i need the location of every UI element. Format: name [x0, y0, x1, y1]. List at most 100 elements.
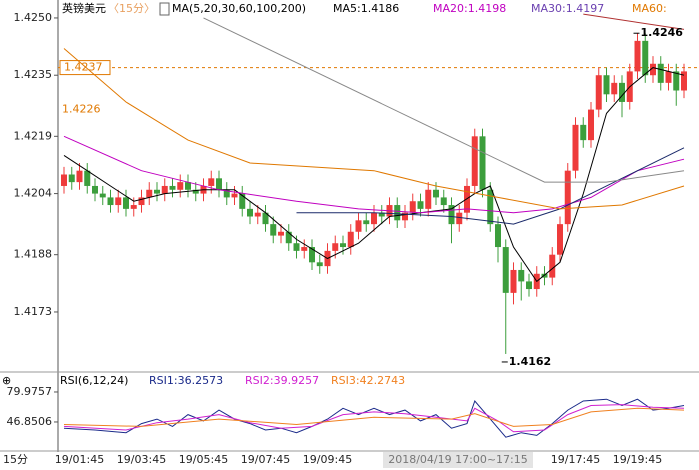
candle-body — [580, 124, 587, 141]
candle-body — [440, 197, 447, 206]
price-label-box — [59, 60, 111, 76]
candle-body — [231, 193, 238, 198]
candle-body — [355, 220, 362, 232]
candle-body — [169, 185, 176, 190]
candle-body — [673, 71, 680, 91]
indicator-value: MA5:1.4186 — [333, 2, 399, 15]
candle-body — [216, 178, 222, 190]
candle-body — [138, 197, 145, 206]
candle-body — [634, 40, 641, 72]
y-tick-label: 79.9757 — [7, 385, 53, 398]
candle-body — [161, 185, 168, 194]
candle-body — [409, 201, 416, 213]
candle-body — [316, 262, 323, 267]
candle-body — [510, 269, 517, 293]
candle-body — [665, 71, 672, 83]
candle-body — [92, 185, 98, 194]
rsi-line — [63, 398, 685, 438]
candle-body — [363, 220, 370, 225]
candle-body — [371, 212, 377, 225]
indicator-icon — [159, 2, 170, 16]
price-label: 1.4237 — [64, 61, 103, 74]
candle-body — [208, 178, 215, 186]
y-tick-label: 46.8506 — [7, 415, 53, 428]
candle-body — [123, 197, 129, 209]
candle-body — [402, 212, 408, 221]
candle-body — [518, 269, 525, 282]
candle-body — [502, 247, 509, 293]
y-tick-label: 1.4204 — [14, 187, 53, 200]
y-tick-label: 1.4250 — [14, 11, 53, 24]
candle-body — [115, 197, 122, 206]
candle-body — [278, 231, 284, 236]
indicator-value: MA60: — [632, 2, 667, 15]
candle-body — [340, 243, 346, 248]
candle-body — [378, 212, 385, 217]
rsi-line — [63, 404, 685, 433]
indicator-value: MA30:1.4197 — [531, 2, 604, 15]
candle-body — [247, 208, 253, 217]
x-tick-label: 19/19:45 — [613, 453, 662, 466]
annotation: 1.4246 — [641, 26, 684, 39]
legend-entry: RSI1:36.2573 — [149, 374, 223, 387]
candle-body — [657, 63, 664, 83]
candle-body — [61, 174, 67, 186]
indicator-title: RSI(6,12,24) — [60, 374, 128, 387]
start-label: 1.4226 — [62, 103, 101, 116]
candle-body — [564, 170, 571, 225]
crosshair-label: 2018/04/19 17:00~17:15 — [388, 453, 528, 466]
candle-body — [595, 75, 602, 110]
y-tick-label: 1.4188 — [14, 248, 53, 261]
chart-title: 英镑美元 — [62, 1, 106, 15]
candle-body — [526, 281, 532, 290]
candle-body — [572, 124, 579, 171]
candle-body — [309, 247, 315, 263]
candle-body — [185, 182, 191, 190]
candle-body — [425, 189, 432, 209]
y-tick-label: 1.4235 — [14, 68, 53, 81]
candle-body — [301, 247, 308, 251]
candle-body — [84, 170, 91, 186]
moving-average — [203, 17, 685, 183]
candle-body — [417, 201, 424, 209]
candle-body — [270, 224, 277, 236]
x-tick-label: 19/05:45 — [179, 453, 228, 466]
candle-body — [495, 224, 501, 248]
candle-body — [681, 71, 687, 91]
candle-body — [293, 243, 300, 251]
candle-body — [471, 136, 478, 186]
candle-body — [239, 193, 246, 209]
y-tick-label: 1.4173 — [14, 305, 53, 318]
x-tick-label: 19/03:45 — [117, 453, 166, 466]
indicator-label: MA(5,20,30,60,100,200) — [172, 2, 306, 15]
x-tick-label: 19/17:45 — [551, 453, 600, 466]
legend-entry: RSI2:39.9257 — [245, 374, 319, 387]
candle-body — [332, 243, 339, 251]
period: 15分 — [3, 453, 28, 466]
candle-body — [107, 197, 114, 206]
moving-average — [583, 13, 685, 30]
candle-body — [347, 231, 354, 248]
settings-icon[interactable]: ⊕ — [2, 374, 11, 387]
candle-body — [487, 189, 494, 225]
x-tick-label: 19/01:45 — [55, 453, 104, 466]
candle-body — [549, 254, 556, 278]
crosshair-box — [383, 452, 533, 468]
rsi-line — [63, 407, 685, 427]
candle-body — [262, 212, 269, 225]
candle-body — [154, 189, 160, 194]
x-tick-label: 19/07:45 — [241, 453, 290, 466]
period-label: 〈15分〉 — [108, 2, 155, 15]
candle-body — [619, 82, 625, 102]
candle-body — [177, 182, 184, 190]
candle-body — [68, 174, 75, 183]
candle-body — [456, 212, 463, 225]
candle-body — [448, 205, 455, 225]
moving-average — [63, 135, 685, 214]
indicator-value: MA20:1.4198 — [433, 2, 506, 15]
annotation: 1.4162 — [509, 355, 551, 368]
x-tick-label: 19/09:45 — [303, 453, 352, 466]
candle-body — [130, 205, 137, 209]
candle-body — [223, 189, 230, 198]
